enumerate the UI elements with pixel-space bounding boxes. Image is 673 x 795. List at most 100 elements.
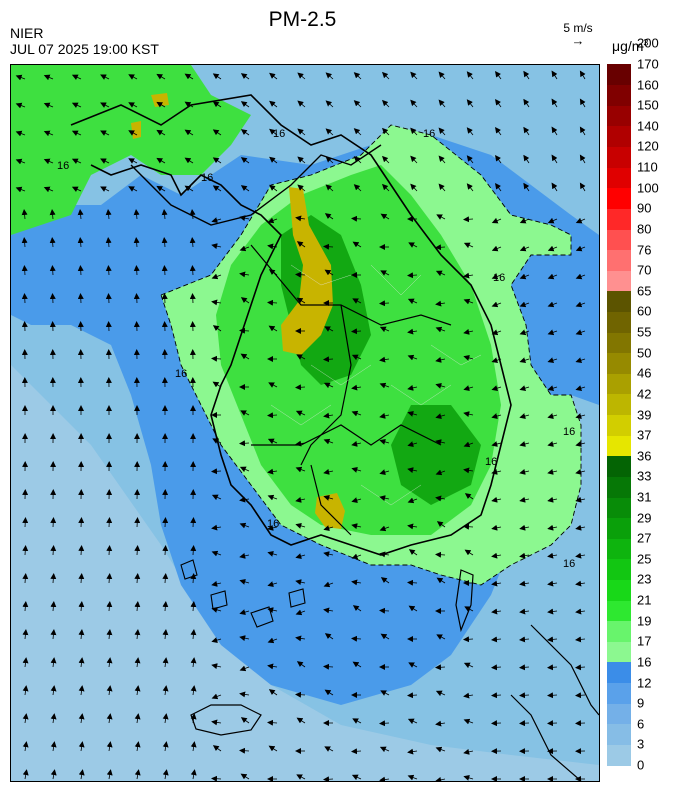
wind-arrow-icon <box>547 357 558 364</box>
wind-arrow-icon <box>407 748 418 755</box>
wind-arrow-icon <box>190 601 197 612</box>
colorbar-tick-label: 80 <box>637 221 652 237</box>
wind-arrow-icon <box>78 573 85 584</box>
wind-arrow-icon <box>436 214 446 220</box>
colorbar-cell <box>607 84 631 106</box>
wind-arrow-icon <box>240 717 250 724</box>
wind-arrow-icon <box>49 265 56 276</box>
wind-arrow-icon <box>49 209 56 220</box>
contour-label: 16 <box>201 172 213 184</box>
wind-arrow-icon <box>15 130 26 137</box>
wind-arrow-icon <box>410 99 418 108</box>
unit-text: μg/m <box>612 38 644 54</box>
wind-arrow-icon <box>547 664 558 671</box>
wind-arrow-icon <box>162 601 169 612</box>
wind-arrow-icon <box>184 157 194 164</box>
wind-arrow-icon <box>325 128 334 136</box>
wind-arrow-icon <box>240 73 250 80</box>
wind-arrow-icon <box>379 495 390 502</box>
wind-arrow-icon <box>351 635 362 642</box>
wind-arrow-icon <box>380 690 390 696</box>
wind-arrow-icon <box>495 70 502 80</box>
wind-arrow-icon <box>438 71 446 80</box>
wind-arrow-icon <box>466 183 474 192</box>
wind-arrow-icon <box>463 523 474 530</box>
wind-arrow-icon <box>495 183 502 192</box>
wind-arrow-icon <box>162 545 169 556</box>
wind-arrow-icon <box>547 217 558 224</box>
wind-arrow-icon <box>267 719 278 726</box>
wind-arrow-icon <box>162 629 169 640</box>
wind-arrow-icon <box>379 469 390 476</box>
wind-arrow-icon <box>50 657 57 668</box>
wind-arrow-icon <box>491 357 502 364</box>
colorbar-tick-label: 39 <box>637 407 652 422</box>
wind-arrow-icon <box>575 357 586 364</box>
wind-arrow-icon <box>323 382 334 389</box>
wind-arrow-icon <box>22 741 29 752</box>
wind-arrow-icon <box>547 636 558 643</box>
wind-arrow-icon <box>519 580 530 587</box>
colorbar-tick-label: 21 <box>637 592 652 608</box>
island-1 <box>190 704 262 736</box>
wind-arrow-icon <box>212 73 222 80</box>
wind-arrow-icon <box>100 102 110 108</box>
wind-arrow-icon <box>43 158 54 165</box>
wind-arrow-icon <box>407 579 418 586</box>
wind-arrow-icon <box>352 718 362 724</box>
wind-arrow-icon <box>190 545 197 556</box>
wind-arrow-icon <box>190 769 197 780</box>
wind-arrow-icon <box>49 293 56 304</box>
wind-arrow-icon <box>519 413 530 419</box>
wind-arrow-icon <box>463 298 474 305</box>
japan-coast <box>510 624 599 781</box>
wind-arrow-icon <box>491 608 502 615</box>
wind-arrow-icon <box>239 578 250 585</box>
wind-arrow-icon <box>134 713 141 724</box>
wind-arrow-icon <box>547 468 558 475</box>
colorbar-cell <box>607 393 631 416</box>
wind-arrow-icon <box>50 545 57 556</box>
wind-arrow-icon <box>381 99 390 108</box>
wind-arrow-icon <box>269 184 278 192</box>
wind-arrow-icon <box>379 525 390 532</box>
wind-arrow-icon <box>380 270 390 276</box>
wind-arrow-icon <box>50 601 57 612</box>
wind-arrow-icon <box>240 185 250 192</box>
wind-arrow-icon <box>519 357 530 364</box>
district-borders <box>270 264 482 506</box>
wind-arrow-icon <box>547 301 558 308</box>
wind-arrow-icon <box>22 685 29 696</box>
peninsula-coastline <box>70 94 512 556</box>
province-border-c <box>251 424 442 446</box>
wind-arrow-icon <box>435 495 446 502</box>
wind-arrow-icon <box>575 552 586 559</box>
wind-arrow-icon <box>100 130 110 136</box>
wind-arrow-icon <box>105 265 112 276</box>
wind-arrow-icon <box>297 128 306 136</box>
wind-arrow-icon <box>463 385 474 392</box>
wind-arrow-icon <box>134 741 141 752</box>
wind-arrow-icon <box>575 301 586 308</box>
wind-arrow-icon <box>239 466 250 473</box>
wind-arrow-icon <box>161 265 168 276</box>
wind-arrow-icon <box>267 468 278 475</box>
wind-arrow-icon <box>464 549 474 556</box>
wind-arrow-icon <box>189 265 196 276</box>
wind-arrow-icon <box>22 713 29 724</box>
wind-arrow-icon <box>211 243 222 250</box>
wind-arrow-icon <box>435 382 446 389</box>
wind-arrow-icon <box>410 71 418 80</box>
island-4 <box>210 590 228 610</box>
wind-arrow-icon <box>105 293 112 304</box>
wind-arrow-icon <box>351 579 362 586</box>
wind-arrow-icon <box>379 746 390 753</box>
wind-arrow-icon <box>323 243 334 250</box>
wind-arrow-icon <box>519 552 530 559</box>
colorbar-tick-label: 12 <box>637 675 652 691</box>
wind-arrow-icon <box>379 300 390 307</box>
wind-arrow-icon <box>22 629 29 640</box>
wind-arrow-icon <box>491 468 502 475</box>
wind-arrow-icon <box>106 657 113 668</box>
wind-arrow-icon <box>351 410 362 417</box>
